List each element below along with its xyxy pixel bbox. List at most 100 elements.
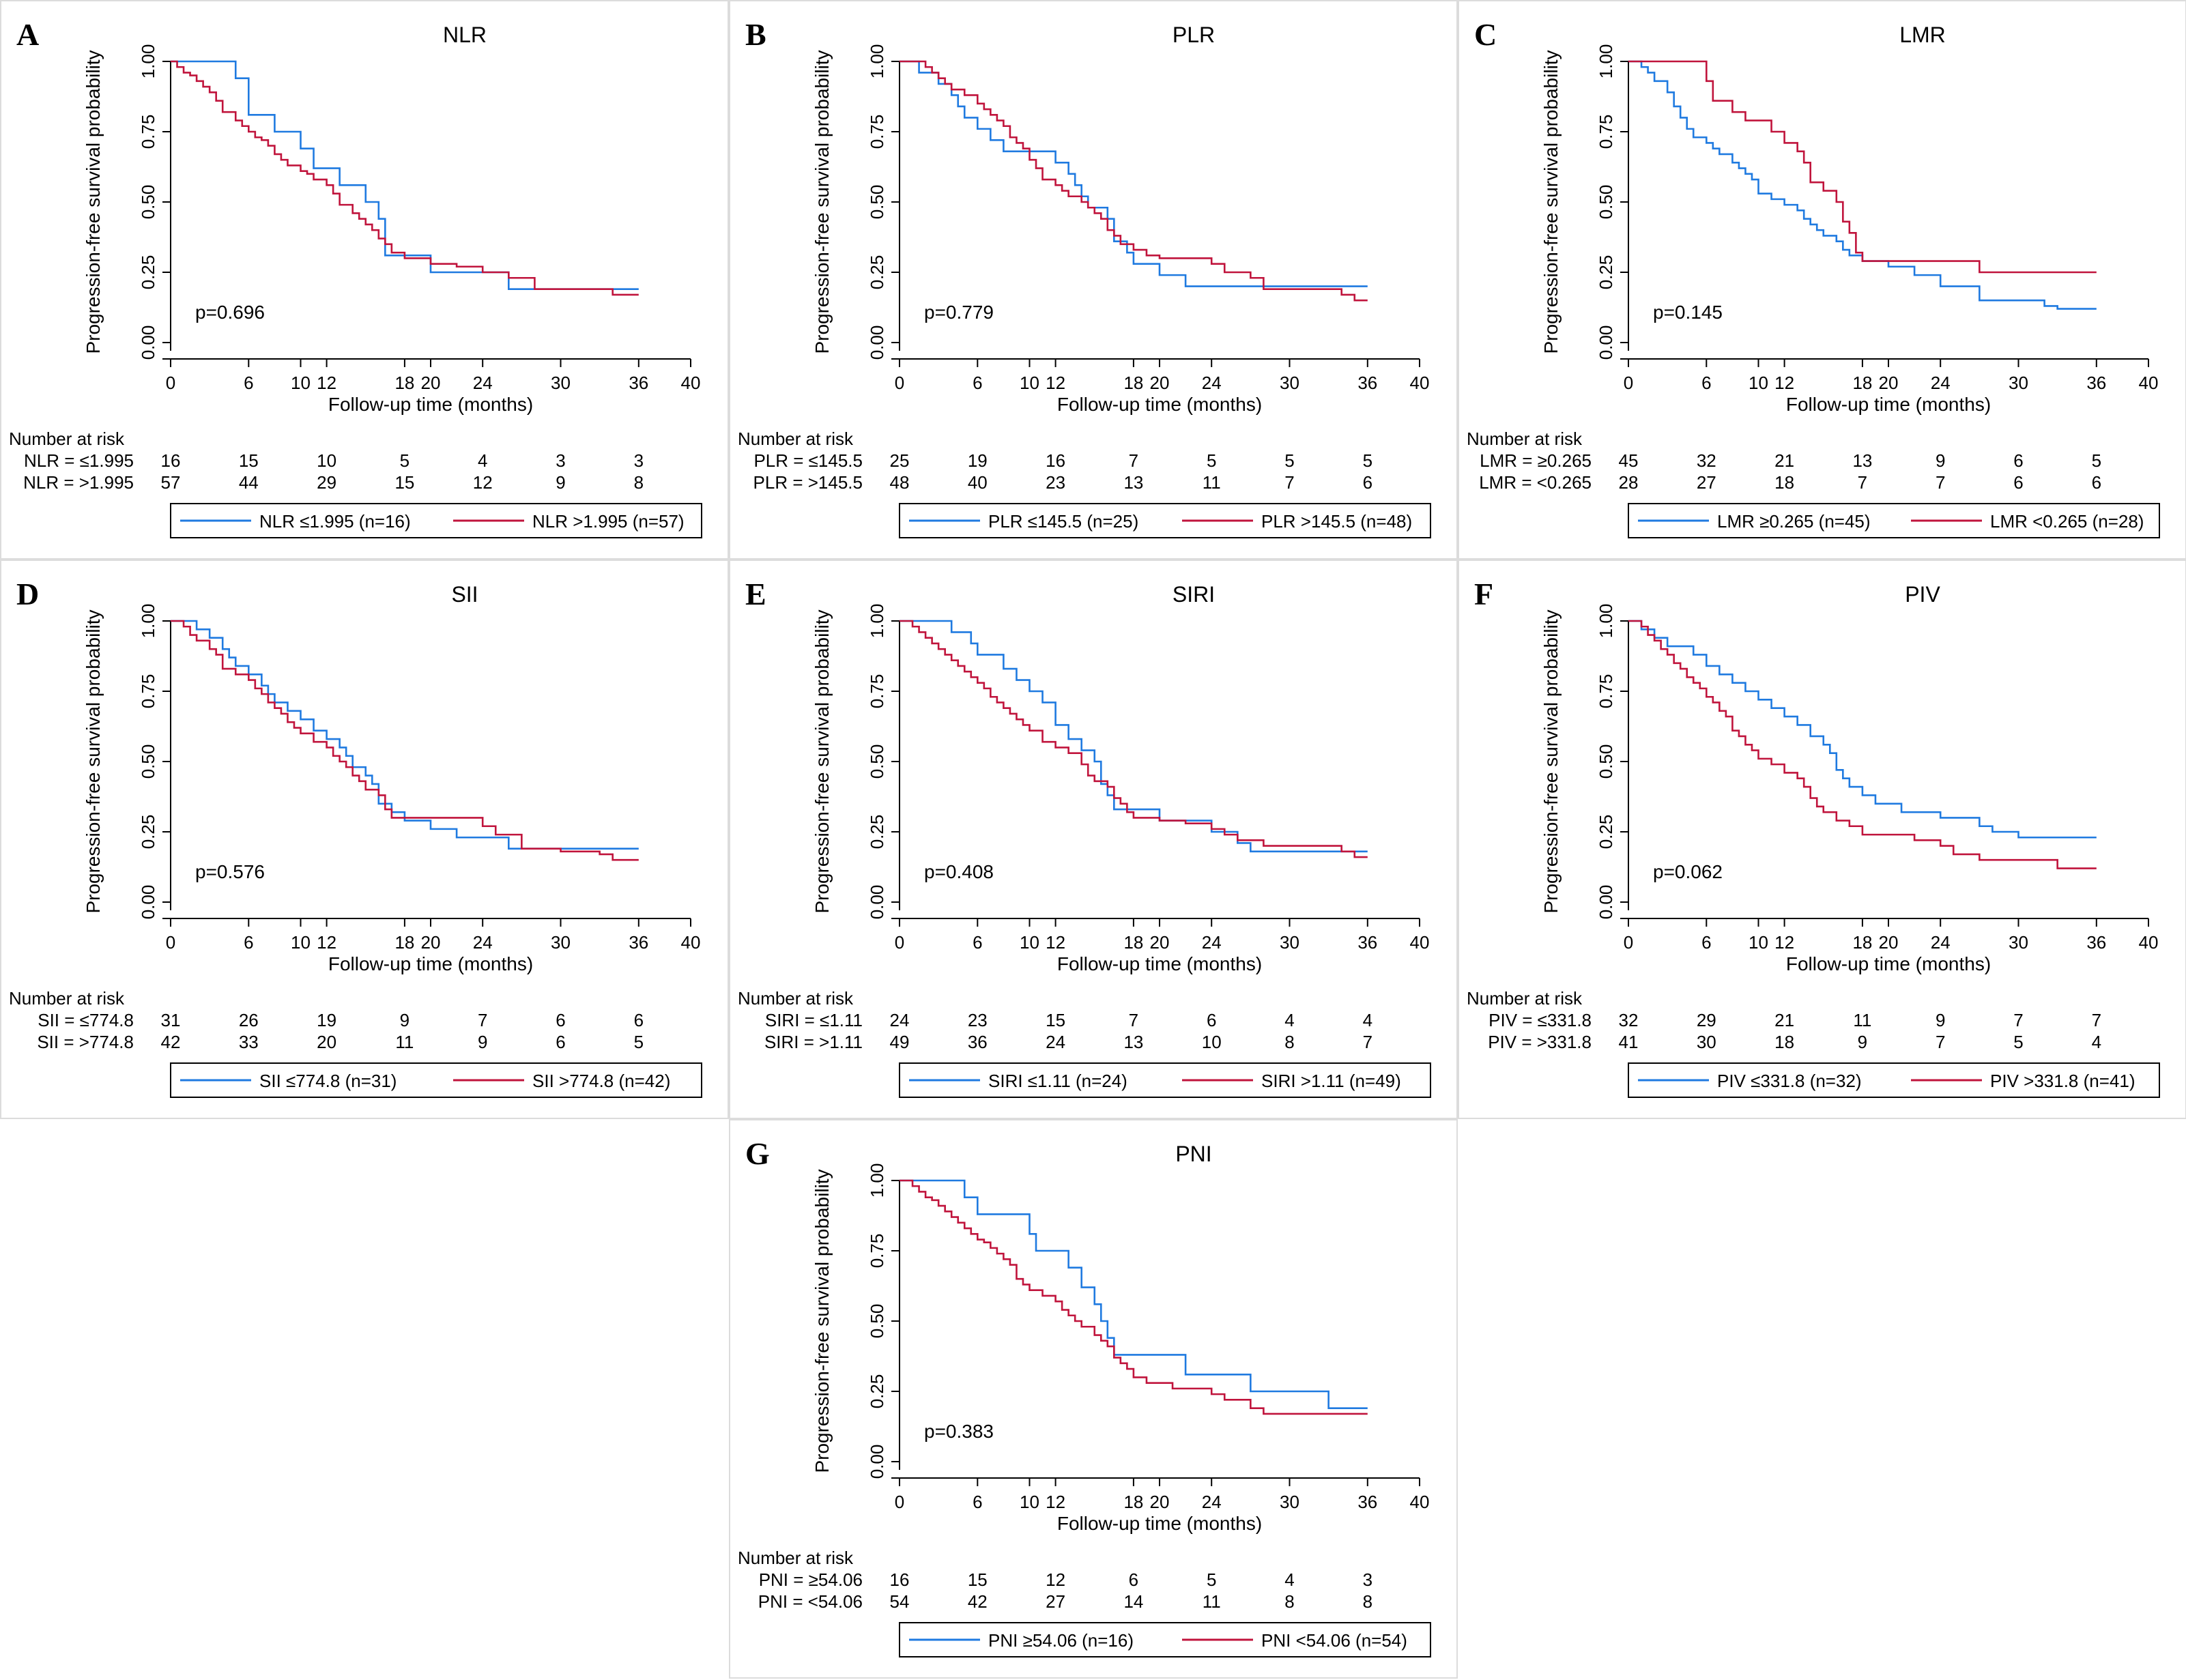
risk-count: 7: [2013, 1010, 2023, 1030]
x-axis-label: Follow-up time (months): [1057, 1513, 1262, 1534]
x-tick-label: 36: [2086, 932, 2106, 953]
risk-header: Number at risk: [738, 988, 854, 1009]
panel-letter: F: [1474, 577, 1493, 611]
risk-count: 36: [968, 1032, 988, 1052]
x-tick-label: 18: [1852, 932, 1872, 953]
risk-count: 5: [2092, 450, 2101, 471]
risk-count: 6: [1363, 472, 1372, 493]
risk-count: 21: [1774, 1010, 1794, 1030]
risk-count: 24: [1046, 1032, 1065, 1052]
x-tick-label: 0: [166, 373, 175, 393]
x-tick-label: 10: [1749, 373, 1768, 393]
risk-count: 5: [1284, 450, 1294, 471]
x-tick-label: 30: [1280, 373, 1299, 393]
risk-row-label: NLR = >1.995: [23, 472, 134, 493]
y-tick-label: 1.00: [867, 1163, 887, 1198]
risk-count: 6: [634, 1010, 644, 1030]
x-tick-label: 0: [895, 373, 904, 393]
x-tick-label: 40: [2139, 373, 2159, 393]
km-chart-c: C LMR 0.00 0.25 0.50 0.75 1.00 Progression-free…: [1467, 17, 2160, 538]
x-tick-label: 12: [317, 932, 336, 953]
x-tick-label: 10: [291, 373, 311, 393]
risk-count: 12: [473, 472, 493, 493]
chart-title: LMR: [1899, 23, 1946, 47]
risk-count: 15: [394, 472, 414, 493]
x-tick-label: 6: [1701, 373, 1711, 393]
legend-box: [899, 503, 1431, 538]
risk-row-label: PIV = ≤331.8: [1489, 1010, 1592, 1030]
risk-count: 13: [1123, 472, 1143, 493]
risk-count: 8: [1363, 1591, 1372, 1612]
risk-row-label: PLR = >145.5: [753, 472, 863, 493]
p-value: p=0.576: [195, 861, 265, 882]
y-axis-label: Progression-free survival probability: [811, 1169, 833, 1473]
risk-count: 9: [556, 472, 565, 493]
x-tick-label: 18: [1123, 373, 1143, 393]
x-tick-label: 36: [2086, 373, 2106, 393]
risk-row-label: PNI = <54.06: [758, 1591, 863, 1612]
panel-f: F PIV 0.00 0.25 0.50 0.75 1.00 Progression-free…: [1458, 560, 2186, 1119]
x-axis-label: Follow-up time (months): [1786, 953, 1991, 974]
x-tick-label: 0: [166, 932, 175, 953]
y-tick-label: 0.00: [1596, 885, 1616, 920]
x-tick-label: 40: [1410, 932, 1430, 953]
risk-count: 9: [1858, 1032, 1867, 1052]
x-tick-label: 40: [681, 373, 701, 393]
survival-curve-high: [900, 620, 1368, 858]
panel-a: A NLR 0.00 0.25 0.50 0.75 1.00 Progression-free…: [0, 0, 729, 560]
legend-label: SII >774.8 (n=42): [532, 1071, 670, 1091]
risk-count: 7: [1858, 472, 1867, 493]
x-axis-label: Follow-up time (months): [328, 953, 533, 974]
y-tick-label: 0.50: [138, 744, 158, 779]
risk-count: 8: [1284, 1032, 1294, 1052]
x-tick-label: 20: [1150, 932, 1170, 953]
panel-letter: C: [1474, 17, 1497, 52]
panel-e: E SIRI 0.00 0.25 0.50 0.75 1.00 Progression-fre…: [729, 560, 1458, 1119]
x-tick-label: 18: [1852, 373, 1872, 393]
x-tick-label: 10: [1020, 373, 1039, 393]
y-tick-label: 1.00: [138, 44, 158, 79]
km-chart-d: D SII 0.00 0.25 0.50 0.75 1.00 Progression-free…: [9, 577, 702, 1098]
legend-label: SII ≤774.8 (n=31): [259, 1071, 397, 1091]
risk-count: 29: [1697, 1010, 1716, 1030]
chart-title: PLR: [1173, 23, 1215, 47]
risk-row-label: PNI = ≥54.06: [759, 1569, 863, 1590]
risk-count: 54: [890, 1591, 910, 1612]
panel-g: G PNI 0.00 0.25 0.50 0.75 1.00 Progression-free…: [729, 1119, 1458, 1679]
x-tick-label: 36: [629, 932, 648, 953]
y-axis-label: Progression-free survival probability: [83, 50, 104, 353]
chart-title: NLR: [443, 23, 487, 47]
panel-letter: B: [745, 17, 766, 52]
legend-box: [899, 1622, 1431, 1657]
y-tick-label: 0.25: [867, 815, 887, 850]
risk-count: 7: [1284, 472, 1294, 493]
survival-curve-low: [1628, 620, 2097, 839]
risk-header: Number at risk: [738, 1548, 854, 1568]
y-tick-label: 0.75: [867, 1234, 887, 1269]
survival-curve-low: [1628, 60, 2097, 310]
legend-label: NLR ≤1.995 (n=16): [259, 511, 411, 532]
legend-label: PNI ≥54.06 (n=16): [988, 1630, 1134, 1651]
risk-count: 26: [239, 1010, 259, 1030]
risk-count: 4: [1284, 1010, 1294, 1030]
y-tick-label: 0.00: [867, 885, 887, 920]
legend-label: PLR ≤145.5 (n=25): [988, 511, 1138, 532]
risk-count: 13: [1852, 450, 1872, 471]
chart-title: PIV: [1905, 582, 1940, 607]
risk-count: 16: [161, 450, 181, 471]
x-axis-label: Follow-up time (months): [1057, 953, 1262, 974]
y-tick-label: 0.75: [1596, 115, 1616, 149]
risk-row-label: NLR = ≤1.995: [24, 450, 134, 471]
y-tick-label: 0.50: [1596, 744, 1616, 779]
y-tick-label: 1.00: [138, 604, 158, 639]
risk-count: 7: [1129, 1010, 1138, 1030]
risk-count: 6: [556, 1010, 565, 1030]
x-tick-label: 24: [1202, 932, 1222, 953]
x-tick-label: 6: [244, 373, 253, 393]
risk-row-label: LMR = <0.265: [1479, 472, 1592, 493]
risk-count: 30: [1697, 1032, 1716, 1052]
y-axis-label: Progression-free survival probability: [83, 609, 104, 913]
y-tick-label: 0.75: [138, 115, 158, 149]
survival-curve-low: [900, 60, 1368, 287]
x-tick-label: 12: [1046, 932, 1065, 953]
